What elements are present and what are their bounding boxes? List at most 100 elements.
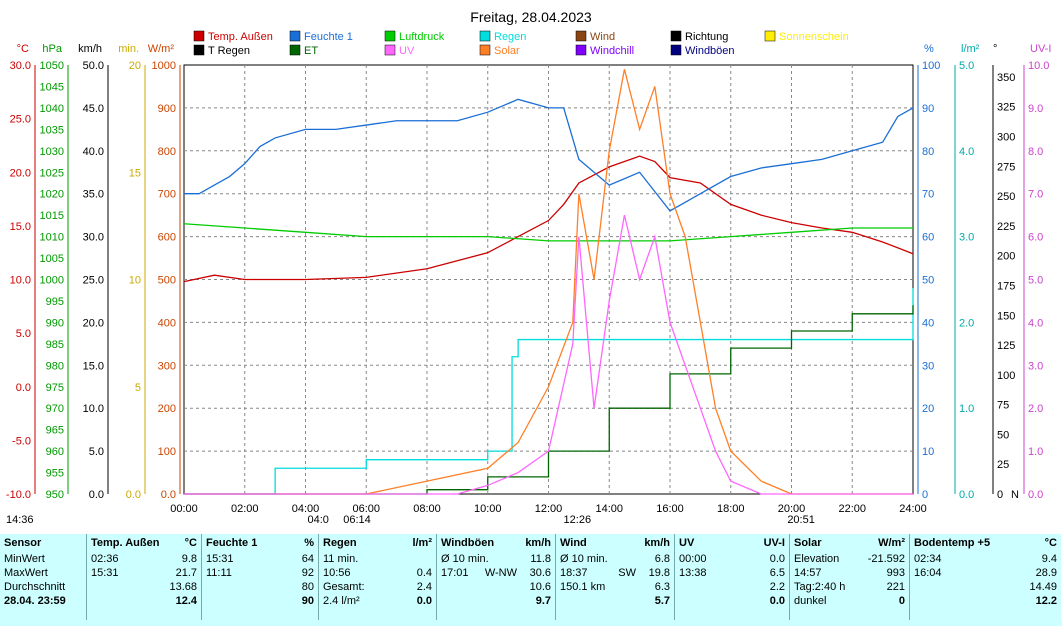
right-axis-tick: 2.0	[959, 317, 974, 329]
left-axis-tick: 1030	[40, 146, 64, 158]
left-axis-tick: 1025	[40, 167, 64, 179]
left-axis-tick: 40.0	[83, 146, 104, 158]
right-axis-tick: 225	[997, 221, 1015, 233]
left-axis-unit: °C	[17, 43, 29, 55]
right-axis-tick: 50	[922, 275, 934, 287]
x-tick-label: 02:00	[231, 503, 259, 515]
right-axis-tick: 10.0	[1028, 60, 1049, 72]
right-axis-tick: 3.0	[1028, 360, 1043, 372]
left-axis-tick: 970	[46, 403, 64, 415]
x-tick-label: 06:00	[352, 503, 380, 515]
wind-panel: Wind km/h Ø 10 min. 6.8 18:37 SW 19.8 150.1 …	[556, 534, 675, 620]
right-axis-tick: 100	[922, 60, 940, 72]
left-axis-tick: 1015	[40, 210, 64, 222]
left-axis-tick: 100	[158, 446, 176, 458]
right-axis-tick: 275	[997, 161, 1015, 173]
right-axis-tick: 125	[997, 340, 1015, 352]
right-axis-tick: 40	[922, 317, 934, 329]
solar-noon-marker: 12:26	[564, 514, 592, 526]
left-axis-tick: 1000	[152, 60, 176, 72]
legend-swatch	[670, 30, 682, 42]
x-tick-label: 16:00	[656, 503, 684, 515]
right-axis-tick: 9.0	[1028, 103, 1043, 115]
right-axis-tick: 0	[997, 489, 1003, 501]
left-axis-tick: 10	[129, 275, 141, 287]
series-line	[184, 98, 914, 212]
series-line	[184, 215, 913, 495]
legend-swatch	[575, 44, 587, 56]
legend-swatch	[384, 44, 396, 56]
right-axis-tick: 0.0	[1028, 489, 1043, 501]
left-axis-tick: 300	[158, 360, 176, 372]
legend-swatch	[764, 30, 776, 42]
time-marker: 04:0	[308, 514, 329, 526]
left-axis-tick: 0.0	[89, 489, 104, 501]
left-axis-tick: 990	[46, 317, 64, 329]
left-axis-tick: 30.0	[10, 60, 31, 72]
legend-label: Solar	[494, 45, 520, 57]
legend-label: Windchill	[590, 45, 634, 57]
right-axis-tick: 200	[997, 251, 1015, 263]
x-tick-label: 20:00	[778, 503, 806, 515]
right-axis-tick: 1.0	[959, 403, 974, 415]
time-marker: 14:36	[6, 514, 34, 526]
left-axis-tick: 400	[158, 317, 176, 329]
right-axis-tick: 80	[922, 146, 934, 158]
right-axis-unit: %	[924, 43, 934, 55]
legend-swatch	[384, 30, 396, 42]
left-axis-tick: 5.0	[16, 328, 31, 340]
right-axis-tick: 70	[922, 189, 934, 201]
legend-label: Feuchte 1	[304, 31, 353, 43]
right-axis-tick: 5.0	[1028, 275, 1043, 287]
left-axis-tick: 955	[46, 468, 64, 480]
legend-swatch	[479, 30, 491, 42]
left-axis-tick: 980	[46, 360, 64, 372]
right-axis-unit: °	[993, 43, 997, 55]
left-axis-tick: 600	[158, 232, 176, 244]
sunrise-marker: 06:14	[343, 514, 371, 526]
left-axis-tick: 30.0	[83, 232, 104, 244]
right-axis-tick: 350	[997, 72, 1015, 84]
x-tick-label: 18:00	[717, 503, 745, 515]
right-axis-tick: 3.0	[959, 232, 974, 244]
right-axis-tick: 250	[997, 191, 1015, 203]
left-axis-tick: 20.0	[83, 317, 104, 329]
right-axis-tick: 1.0	[1028, 446, 1043, 458]
left-axis-tick: 25.0	[10, 114, 31, 126]
right-axis-tick: 60	[922, 232, 934, 244]
left-axis-tick: 0.0	[161, 489, 176, 501]
legend: Temp. Außen Feuchte 1 Luftdruck Regen Wind Ri…	[193, 30, 849, 57]
left-axis-tick: 1045	[40, 81, 64, 93]
left-axis-tick: 960	[46, 446, 64, 458]
left-axis-tick: 5	[135, 382, 141, 394]
left-axis-tick: 965	[46, 425, 64, 437]
left-axis-tick: 1010	[40, 232, 64, 244]
series-layer	[183, 69, 914, 495]
left-axis-tick: 1035	[40, 124, 64, 136]
right-axis-tick: 90	[922, 103, 934, 115]
left-axis-tick: 995	[46, 296, 64, 308]
legend-label: Temp. Außen	[208, 31, 273, 43]
left-axis-tick: -10.0	[6, 489, 31, 501]
bottom-rule	[0, 620, 1062, 626]
left-axis-tick: 1005	[40, 253, 64, 265]
series-line	[184, 69, 913, 495]
left-axis-tick: 0.0	[126, 489, 141, 501]
x-tick-label: 24:00	[899, 503, 927, 515]
sensor-row-last: 28.04. 23:59	[4, 595, 66, 607]
left-axis-tick: 1020	[40, 189, 64, 201]
left-axis-tick: 10.0	[10, 275, 31, 287]
legend-label: Luftdruck	[399, 31, 445, 43]
left-axis-tick: 200	[158, 403, 176, 415]
right-axis-tick: 5.0	[959, 60, 974, 72]
right-axis-tick: 175	[997, 280, 1015, 292]
soil-panel: Bodentemp +5 °C 02:34 9.4 16:04 28.9 14.49 …	[910, 534, 1061, 620]
left-axis-tick: 950	[46, 489, 64, 501]
gusts-panel: Windböen km/h Ø 10 min. 11.8 17:01 W-NW 30.6…	[437, 534, 556, 620]
left-axis-unit: km/h	[78, 43, 102, 55]
series-line	[184, 305, 914, 495]
x-tick-label: 04:00	[292, 503, 320, 515]
left-axis-tick: 800	[158, 146, 176, 158]
sensor-row-avg: Durchschnitt	[4, 581, 66, 593]
left-axis-tick: 5.0	[89, 446, 104, 458]
